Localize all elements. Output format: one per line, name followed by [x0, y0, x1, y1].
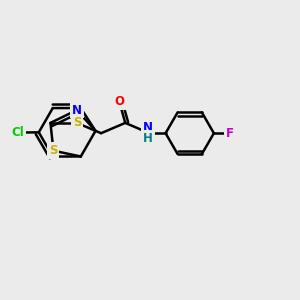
Text: S: S — [73, 116, 81, 129]
Text: O: O — [114, 95, 124, 108]
Text: H: H — [143, 132, 153, 145]
Text: F: F — [226, 127, 234, 140]
Text: S: S — [49, 144, 58, 157]
Text: N: N — [72, 103, 82, 117]
Text: Cl: Cl — [12, 126, 25, 139]
Text: N: N — [143, 122, 153, 134]
